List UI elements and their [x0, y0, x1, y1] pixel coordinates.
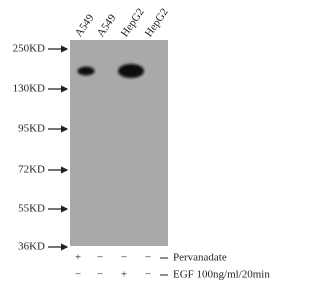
- treatment-sign: −: [121, 252, 127, 264]
- lane-label: A549: [95, 12, 119, 39]
- treatment-sign: +: [75, 252, 81, 264]
- treatment-sign: −: [97, 252, 103, 264]
- treatment-name: Pervanadate: [173, 252, 227, 264]
- treatment-sign: −: [97, 269, 103, 281]
- band: [118, 64, 144, 78]
- treatment-name: EGF 100ng/ml/20min: [173, 269, 270, 281]
- treatment-sign: −: [75, 269, 81, 281]
- marker-label: 130KD: [13, 83, 45, 95]
- marker-label: 55KD: [18, 203, 45, 215]
- treatment-sign: −: [145, 269, 151, 281]
- marker-label: 95KD: [18, 123, 45, 135]
- lane-label: A549: [73, 12, 97, 39]
- marker-label: 250KD: [13, 43, 45, 55]
- lane-label: HepG2: [119, 6, 147, 39]
- lane-label: HepG2: [143, 6, 171, 39]
- treatment-sign: +: [121, 269, 127, 281]
- marker-label: 72KD: [18, 164, 45, 176]
- marker-label: 36KD: [18, 241, 45, 253]
- band: [78, 67, 95, 76]
- treatment-sign: −: [145, 252, 151, 264]
